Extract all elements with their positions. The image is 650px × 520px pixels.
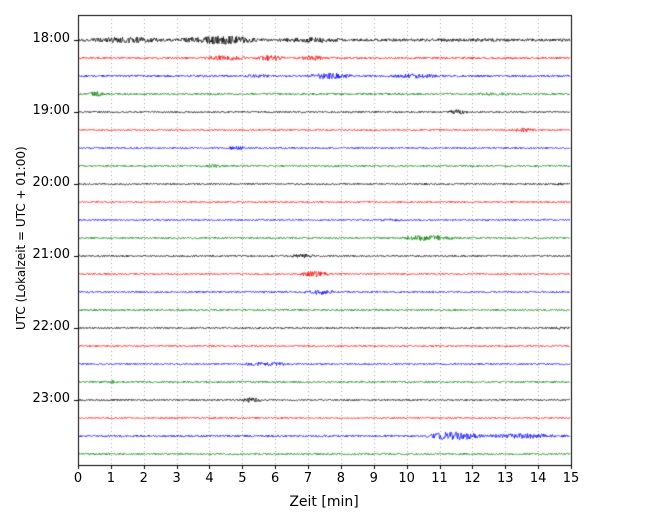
x-tick-label: 12 <box>464 471 481 486</box>
y-tick-label: 18:00 <box>32 31 70 46</box>
x-tick-label: 14 <box>529 471 547 486</box>
x-tick-label: 2 <box>139 471 148 486</box>
x-tick-label: 5 <box>238 471 247 486</box>
y-tick-label: 20:00 <box>32 175 70 190</box>
x-tick-label: 15 <box>562 471 580 486</box>
x-tick-label: 1 <box>106 471 115 486</box>
y-tick-label: 22:00 <box>32 319 70 334</box>
x-tick-label: 6 <box>271 471 280 486</box>
x-tick-label: 4 <box>205 471 214 486</box>
x-tick-label: 13 <box>496 471 514 486</box>
x-tick-label: 10 <box>398 471 415 486</box>
x-tick-label: 11 <box>431 471 448 486</box>
y-tick-label: 19:00 <box>32 103 70 118</box>
x-axis-label: Zeit [min] <box>289 494 359 510</box>
x-tick-label: 0 <box>73 471 83 486</box>
x-tick-label: 8 <box>336 471 346 486</box>
y-tick-label: 21:00 <box>32 247 70 262</box>
x-tick-label: 7 <box>303 471 313 486</box>
x-tick-label: 3 <box>172 471 181 486</box>
y-axis-label: UTC (Lokalzeit = UTC + 01:00) <box>14 146 28 330</box>
y-tick-label: 23:00 <box>32 391 70 406</box>
x-tick-label: 9 <box>369 471 378 486</box>
